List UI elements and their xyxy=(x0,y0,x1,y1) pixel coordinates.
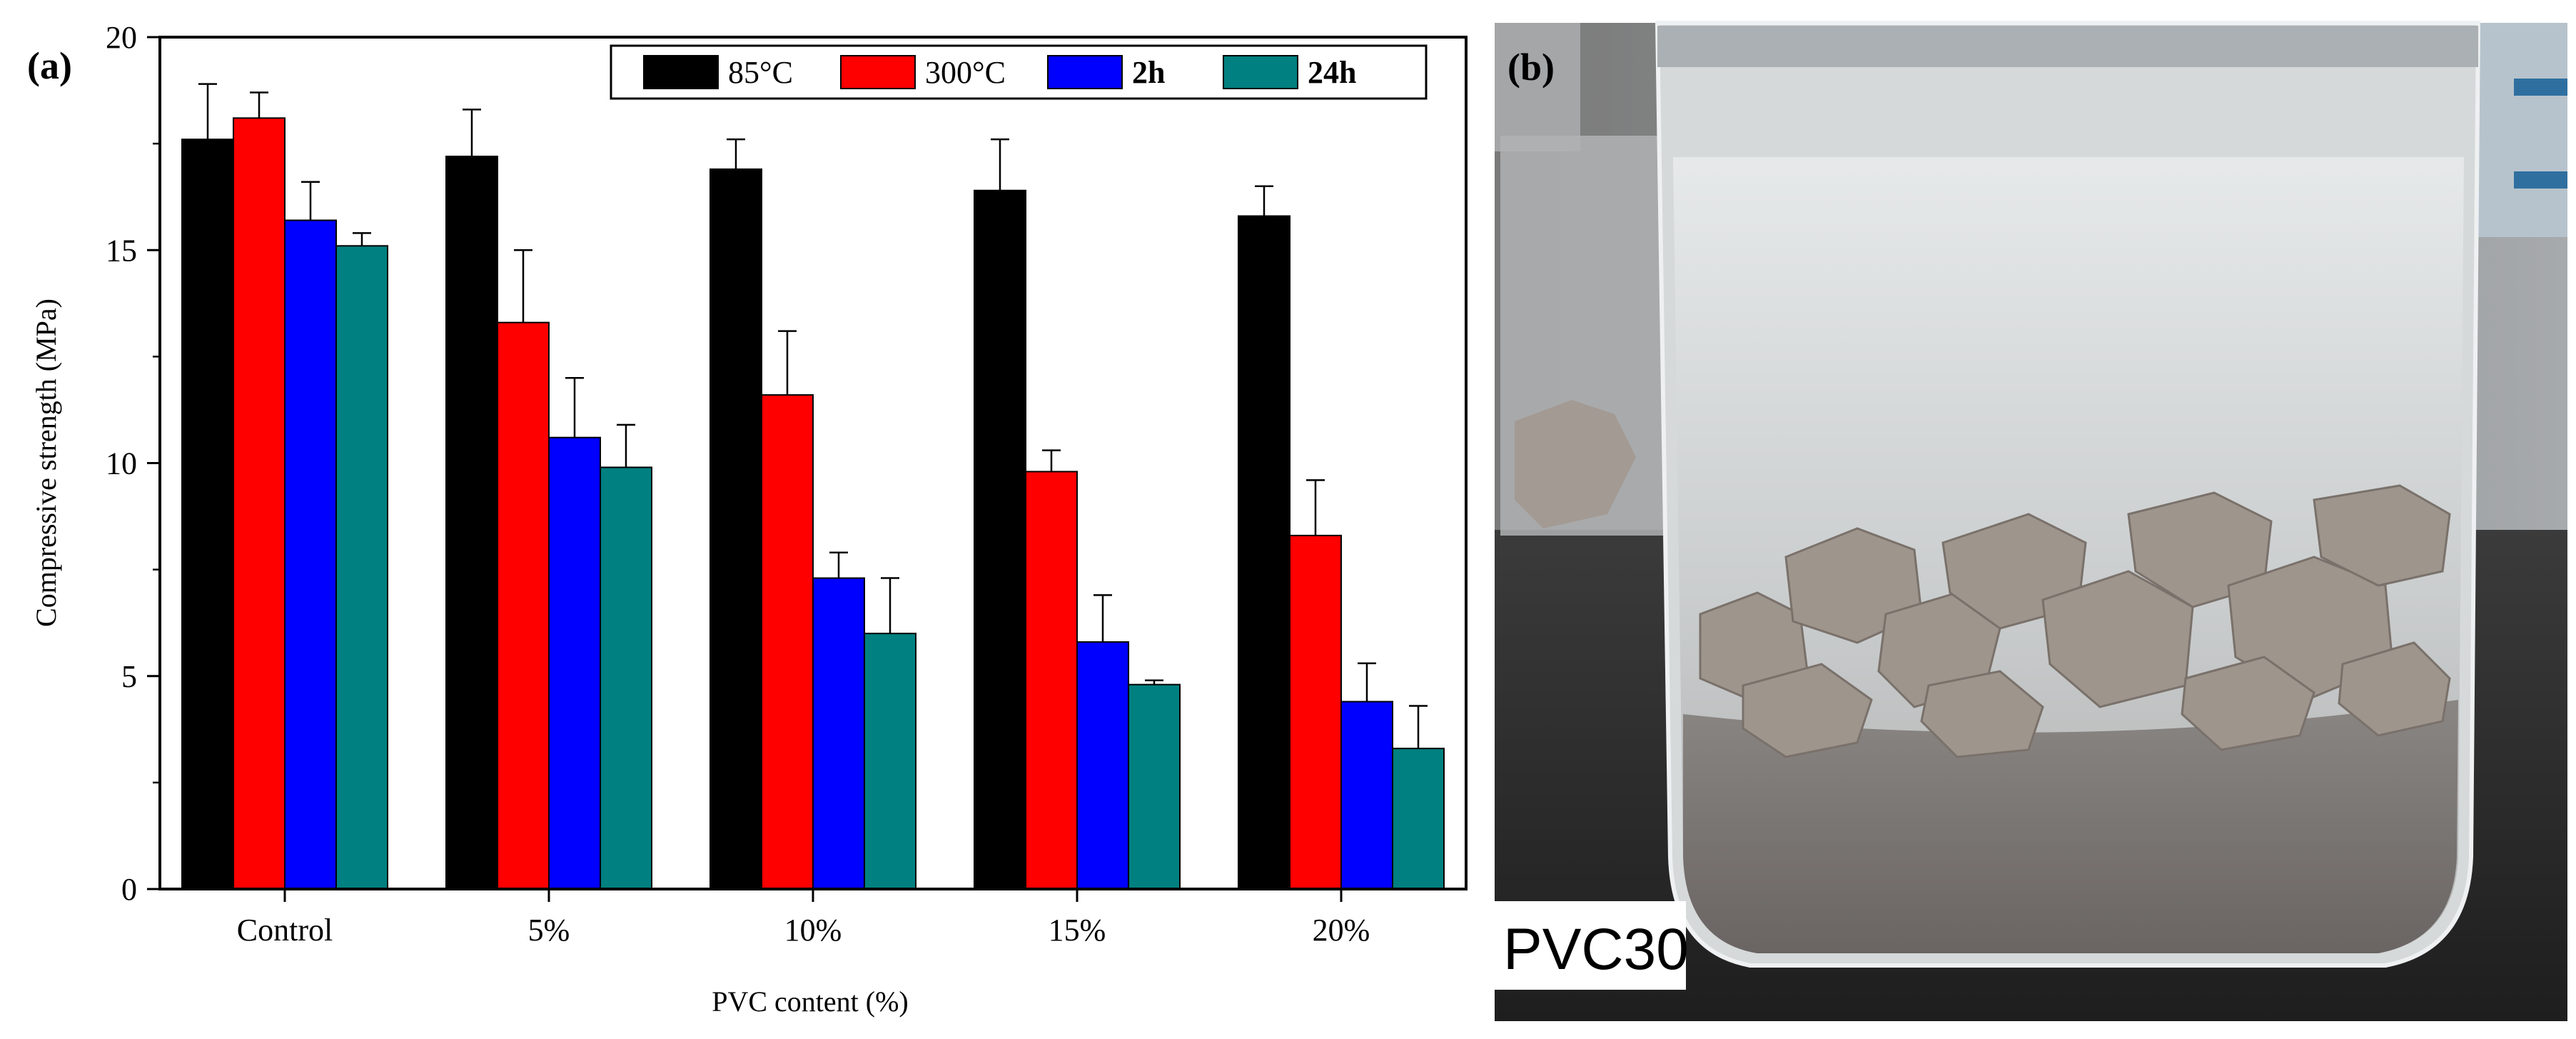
legend-label-0: 85°C xyxy=(728,55,793,90)
x-tick-label-1: 5% xyxy=(528,913,570,948)
legend-swatch-1 xyxy=(840,55,916,89)
legend: 85°C 300°C 2h 24h xyxy=(610,44,1428,100)
legend-swatch-0 xyxy=(643,55,719,89)
panel-b-label: (b) xyxy=(1507,46,1555,89)
x-tick-label-3: 15% xyxy=(1049,913,1106,948)
aggregate-left xyxy=(1515,400,1636,528)
shelf-left xyxy=(1495,23,1580,151)
bar-2-3 xyxy=(864,633,916,890)
compressive-strength-chart: (a) Control 5% 10% 15% 20% 0 5 10 15 20 Compressi… xyxy=(27,20,1468,1018)
bar-4-3 xyxy=(1392,748,1445,890)
bar-1-3 xyxy=(600,466,652,890)
bar-1-2 xyxy=(548,436,601,890)
photo-panel: PVC30 (b) xyxy=(1486,0,2576,1035)
bar-3-3 xyxy=(1128,683,1181,890)
plot-area xyxy=(181,83,1445,890)
y-tick-label-0: 0 xyxy=(121,872,137,907)
shelf-right-blue xyxy=(2514,79,2567,96)
axes: Control 5% 10% 15% 20% 0 5 10 15 20 xyxy=(106,20,1370,948)
bar-4-0 xyxy=(1238,215,1290,890)
x-tick-label-2: 10% xyxy=(784,913,842,948)
legend-swatch-2 xyxy=(1047,55,1123,89)
bar-3-2 xyxy=(1076,641,1129,890)
bar-4-2 xyxy=(1340,701,1393,890)
legend-label-3: 24h xyxy=(1308,55,1356,90)
bar-3-1 xyxy=(1025,471,1078,890)
shelf-right xyxy=(2471,23,2567,237)
bar-1-0 xyxy=(445,156,498,890)
caption-box xyxy=(1495,901,1686,990)
bar-3-0 xyxy=(974,189,1026,890)
x-axis-title: PVC content (%) xyxy=(712,985,909,1018)
bar-0-3 xyxy=(335,245,388,890)
bar-2-2 xyxy=(812,577,865,890)
bar-2-1 xyxy=(761,394,814,890)
shelf-right-blue-2 xyxy=(2514,171,2567,189)
y-tick-label-3: 15 xyxy=(106,233,137,268)
aggregate-pile xyxy=(1699,484,2451,758)
y-tick-label-4: 20 xyxy=(106,20,137,55)
x-tick-label-4: 20% xyxy=(1313,913,1370,948)
legend-label-1: 300°C xyxy=(925,55,1006,90)
x-tick-label-0: Control xyxy=(237,913,333,948)
bar-0-0 xyxy=(181,139,234,890)
legend-swatch-3 xyxy=(1223,55,1298,89)
bar-4-1 xyxy=(1289,534,1342,890)
photo-caption: PVC30 xyxy=(1503,917,1689,982)
y-tick-label-1: 5 xyxy=(121,659,137,694)
y-tick-label-2: 10 xyxy=(106,446,137,481)
bar-0-2 xyxy=(284,219,337,890)
beaker-photo: PVC30 (b) xyxy=(1495,21,2567,1021)
y-axis-title: Compressive strength (MPa) xyxy=(30,298,62,627)
beaker-rim xyxy=(1657,26,2478,67)
panel-a-label: (a) xyxy=(27,44,72,87)
bar-0-1 xyxy=(233,117,286,890)
sediment-layer xyxy=(1683,700,2458,953)
bar-2-0 xyxy=(709,168,762,890)
bar-1-1 xyxy=(497,321,550,890)
legend-label-2: 2h xyxy=(1132,55,1165,90)
